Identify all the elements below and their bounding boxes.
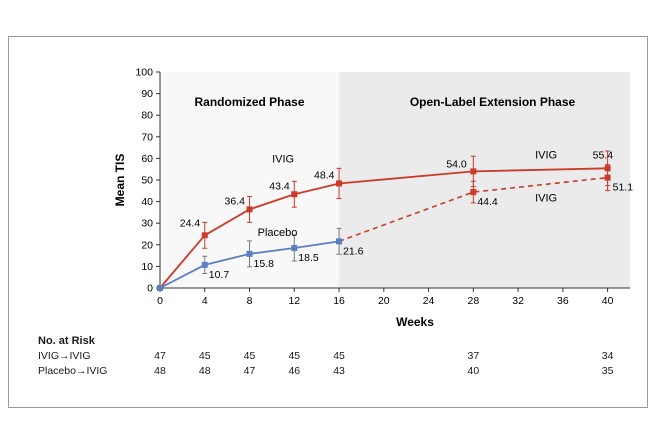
risk-cell: 45	[333, 350, 345, 362]
risk-cell: 48	[154, 365, 166, 377]
risk-cell: 45	[243, 350, 256, 362]
risk-cell: 46	[288, 365, 301, 377]
x-tick-label: 16	[333, 295, 345, 307]
data-label-ivig: 24.4	[180, 217, 201, 229]
data-point-placebo	[157, 285, 163, 291]
risk-row-label: IVIG→IVIG	[38, 350, 91, 362]
data-label-placebo: 44.4	[477, 196, 498, 208]
series-annotation-placebo: IVIG	[535, 193, 557, 205]
risk-cell: 40	[467, 365, 480, 377]
risk-cell: 48	[198, 365, 211, 377]
phase-label: Randomized Phase	[195, 95, 305, 109]
data-label-ivig: 48.4	[314, 169, 335, 181]
x-axis-label: Weeks	[396, 315, 434, 329]
data-label-placebo: 21.6	[343, 245, 364, 257]
x-tick-label: 40	[602, 295, 614, 307]
phase-background-extension	[339, 72, 630, 288]
data-point-ivig	[291, 191, 298, 198]
y-tick-label: 30	[141, 218, 153, 230]
series-annotation-placebo: Placebo	[258, 227, 298, 239]
y-tick-label: 70	[141, 131, 153, 143]
y-tick-label: 90	[141, 88, 153, 100]
data-point-placebo	[470, 189, 477, 196]
x-tick-label: 32	[512, 295, 524, 307]
risk-cell: 43	[333, 365, 345, 377]
x-tick-label: 36	[557, 295, 569, 307]
phase-label: Open-Label Extension Phase	[410, 95, 576, 109]
series-annotation-ivig: IVIG	[535, 149, 557, 161]
x-tick-label: 28	[467, 295, 479, 307]
y-axis-label: Mean TIS	[113, 154, 127, 207]
data-label-placebo: 18.5	[298, 252, 319, 264]
risk-cell: 37	[467, 350, 480, 362]
risk-row-label: Placebo→IVIG	[38, 365, 108, 377]
data-label-ivig: 36.4	[225, 195, 246, 207]
risk-cell: 34	[601, 350, 614, 362]
data-point-ivig	[470, 168, 477, 175]
y-tick-label: 20	[141, 239, 153, 251]
x-tick-label: 8	[247, 295, 253, 307]
data-label-ivig: 54.0	[446, 158, 467, 170]
risk-table-title: No. at Risk	[38, 335, 95, 347]
risk-cell: 35	[601, 365, 614, 377]
risk-cell: 47	[243, 365, 256, 377]
data-point-ivig	[246, 206, 253, 213]
y-tick-label: 40	[141, 196, 153, 208]
data-point-placebo	[336, 238, 343, 245]
data-point-placebo	[201, 261, 208, 268]
data-label-ivig: 43.4	[269, 180, 290, 192]
y-tick-label: 10	[141, 261, 153, 273]
x-tick-label: 20	[378, 295, 390, 307]
x-tick-label: 0	[157, 295, 163, 307]
data-point-placebo	[604, 174, 611, 181]
data-point-placebo	[246, 250, 253, 257]
series-annotation-ivig: IVIG	[272, 154, 294, 166]
series-line-placebo-extension	[338, 176, 608, 243]
figure-frame	[8, 36, 648, 408]
risk-cell: 47	[154, 350, 166, 362]
data-point-ivig	[604, 165, 611, 172]
data-label-placebo: 51.1	[613, 182, 634, 194]
risk-cell: 45	[288, 350, 301, 362]
x-tick-label: 4	[202, 295, 208, 307]
x-tick-label: 12	[288, 295, 300, 307]
data-label-ivig: 55.4	[593, 149, 614, 161]
risk-cell: 45	[198, 350, 211, 362]
y-tick-label: 60	[141, 153, 153, 165]
data-label-placebo: 10.7	[209, 269, 230, 281]
data-point-ivig	[201, 232, 208, 239]
data-point-placebo	[291, 245, 298, 252]
y-tick-label: 80	[141, 110, 153, 122]
x-tick-label: 24	[423, 295, 435, 307]
data-point-ivig	[336, 180, 343, 187]
data-label-placebo: 15.8	[254, 258, 275, 270]
y-tick-label: 50	[141, 175, 153, 187]
y-tick-label: 100	[135, 67, 153, 79]
y-tick-label: 0	[147, 283, 153, 295]
